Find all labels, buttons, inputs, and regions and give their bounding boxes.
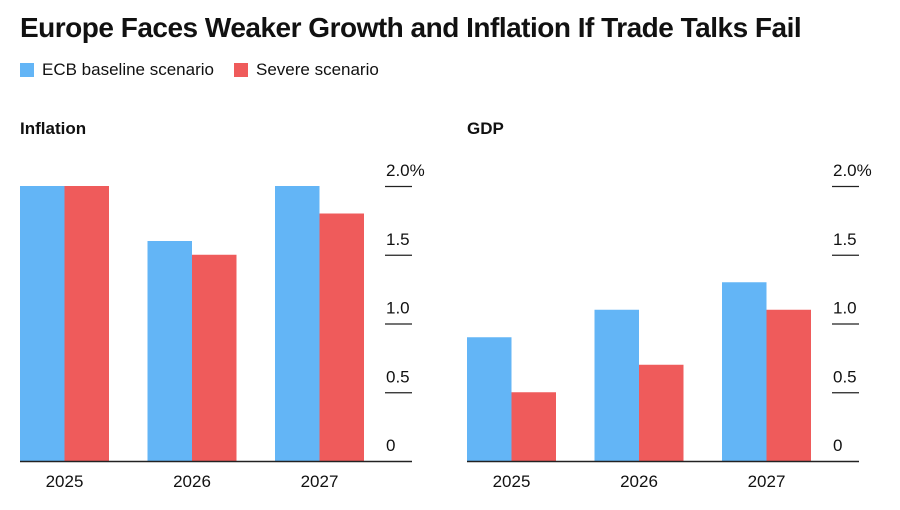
inflation-category-label: 2027 — [301, 472, 339, 491]
gdp-bar-2025-baseline — [467, 337, 512, 461]
gdp-y-tick-label: 1.5 — [833, 230, 857, 249]
gdp-panel-title: GDP — [467, 119, 504, 138]
inflation-y-tick-label: 0 — [386, 436, 395, 455]
chart-title: Europe Faces Weaker Growth and Inflation… — [20, 12, 802, 43]
inflation-y-tick-label: 0.5 — [386, 367, 410, 386]
gdp-bar-2026-baseline — [594, 309, 639, 461]
legend-label-severe: Severe scenario — [255, 60, 379, 79]
gdp-bar-2025-severe — [511, 392, 556, 461]
legend-item-severe: Severe scenario — [233, 60, 379, 80]
legend: ECB baseline scenario Severe scenario — [20, 60, 399, 80]
inflation-y-tick-label: 1.0 — [386, 299, 410, 318]
legend-swatch-severe — [233, 63, 248, 77]
inflation-category-label: 2026 — [173, 472, 211, 491]
gdp-y-tick-label: 2.0% — [833, 161, 872, 180]
gdp-bar-2027-severe — [766, 309, 811, 461]
inflation-bar-2025-baseline — [20, 186, 65, 461]
gdp-bar-2027-baseline — [722, 282, 767, 461]
gdp-bar-2026-severe — [639, 364, 684, 461]
inflation-y-tick-label: 2.0% — [386, 161, 425, 180]
gdp-y-tick-label: 0 — [833, 436, 842, 455]
legend-item-baseline: ECB baseline scenario — [20, 60, 214, 80]
legend-swatch-baseline — [20, 63, 34, 77]
legend-label-baseline: ECB baseline scenario — [42, 60, 214, 79]
gdp-category-label: 2027 — [748, 472, 786, 491]
gdp-category-label: 2026 — [620, 472, 658, 491]
inflation-y-tick-label: 1.5 — [386, 230, 410, 249]
inflation-panel-title: Inflation — [20, 119, 86, 138]
inflation-category-label: 2025 — [46, 472, 84, 491]
inflation-bar-2027-severe — [319, 213, 364, 461]
inflation-bar-2026-baseline — [147, 241, 192, 461]
inflation-bar-2026-severe — [192, 254, 237, 461]
gdp-y-tick-label: 1.0 — [833, 299, 857, 318]
gdp-y-tick-label: 0.5 — [833, 367, 857, 386]
inflation-bar-2025-severe — [64, 186, 109, 461]
inflation-bar-2027-baseline — [275, 186, 320, 461]
gdp-category-label: 2025 — [493, 472, 531, 491]
